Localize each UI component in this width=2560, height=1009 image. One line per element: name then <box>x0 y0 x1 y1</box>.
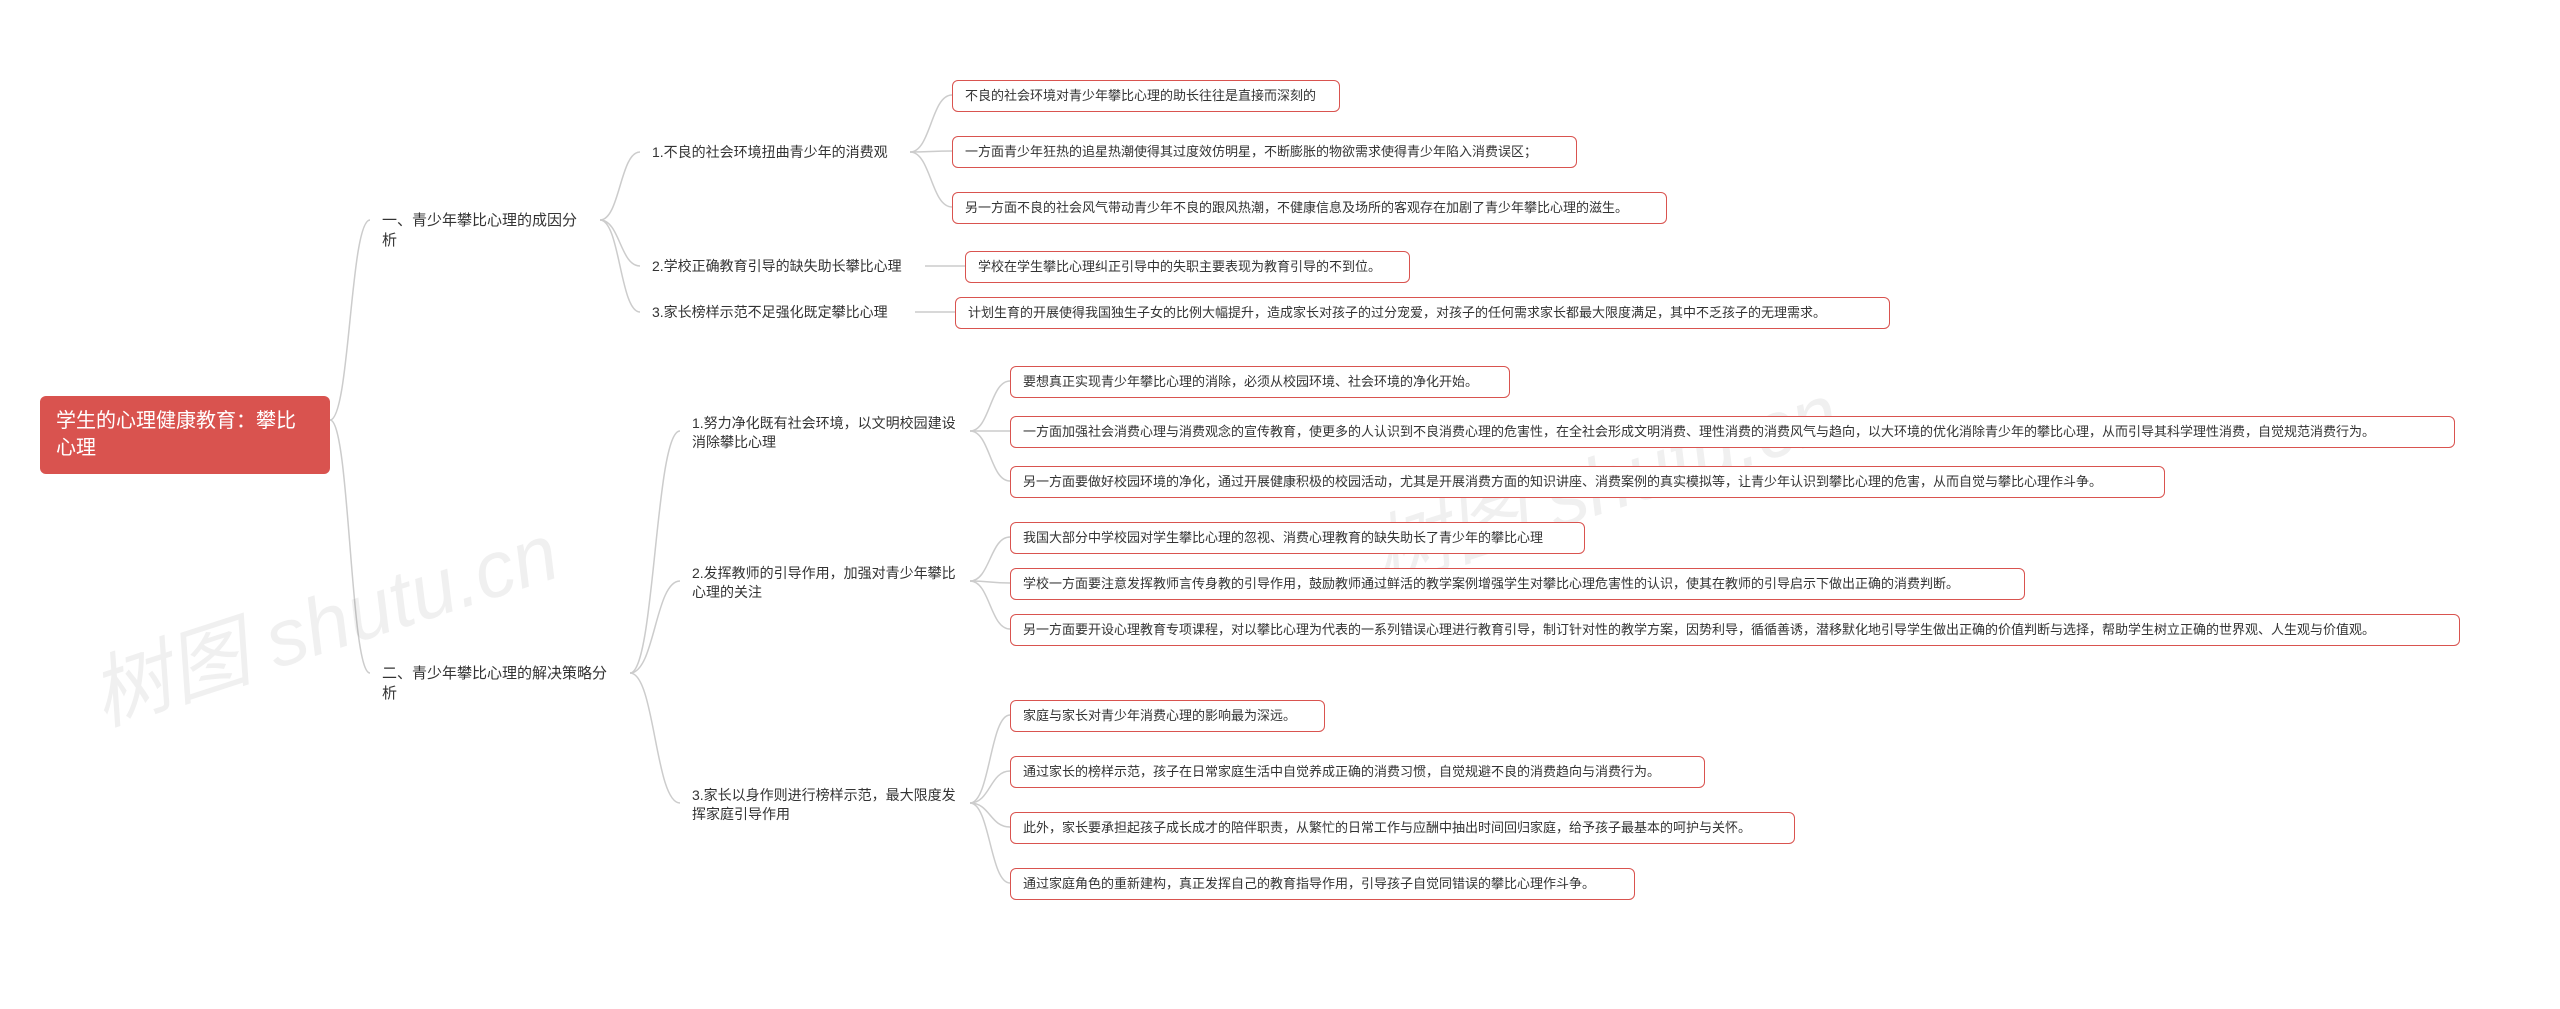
leaf-node[interactable]: 学校一方面要注意发挥教师言传身教的引导作用，鼓励教师通过鲜活的教学案例增强学生对… <box>1010 568 2025 600</box>
leaf-node[interactable]: 另一方面不良的社会风气带动青少年不良的跟风热潮，不健康信息及场所的客观存在加剧了… <box>952 192 1667 224</box>
branch-solutions[interactable]: 二、青少年攀比心理的解决策略分析 <box>370 658 630 711</box>
sub-branch[interactable]: 2.发挥教师的引导作用，加强对青少年攀比心理的关注 <box>680 558 970 608</box>
sub-branch[interactable]: 1.不良的社会环境扭曲青少年的消费观 <box>640 137 910 168</box>
leaf-node[interactable]: 我国大部分中学校园对学生攀比心理的忽视、消费心理教育的缺失助长了青少年的攀比心理 <box>1010 522 1585 554</box>
sub-branch[interactable]: 3.家长榜样示范不足强化既定攀比心理 <box>640 297 915 328</box>
sub-branch[interactable]: 1.努力净化既有社会环境，以文明校园建设消除攀比心理 <box>680 408 970 458</box>
mindmap-root[interactable]: 学生的心理健康教育：攀比心理 <box>40 396 330 474</box>
leaf-node[interactable]: 学校在学生攀比心理纠正引导中的失职主要表现为教育引导的不到位。 <box>965 251 1410 283</box>
leaf-node[interactable]: 通过家长的榜样示范，孩子在日常家庭生活中自觉养成正确的消费习惯，自觉规避不良的消… <box>1010 756 1705 788</box>
leaf-node[interactable]: 通过家庭角色的重新建构，真正发挥自己的教育指导作用，引导孩子自觉同错误的攀比心理… <box>1010 868 1635 900</box>
leaf-node[interactable]: 一方面加强社会消费心理与消费观念的宣传教育，使更多的人认识到不良消费心理的危害性… <box>1010 416 2455 448</box>
leaf-node[interactable]: 此外，家长要承担起孩子成长成才的陪伴职责，从繁忙的日常工作与应酬中抽出时间回归家… <box>1010 812 1795 844</box>
leaf-node[interactable]: 家庭与家长对青少年消费心理的影响最为深远。 <box>1010 700 1325 732</box>
leaf-node[interactable]: 要想真正实现青少年攀比心理的消除，必须从校园环境、社会环境的净化开始。 <box>1010 366 1510 398</box>
leaf-node[interactable]: 另一方面要开设心理教育专项课程，对以攀比心理为代表的一系列错误心理进行教育引导，… <box>1010 614 2460 646</box>
branch-causes[interactable]: 一、青少年攀比心理的成因分析 <box>370 205 600 258</box>
leaf-node[interactable]: 不良的社会环境对青少年攀比心理的助长往往是直接而深刻的 <box>952 80 1340 112</box>
leaf-node[interactable]: 计划生育的开展使得我国独生子女的比例大幅提升，造成家长对孩子的过分宠爱，对孩子的… <box>955 297 1890 329</box>
leaf-node[interactable]: 另一方面要做好校园环境的净化，通过开展健康积极的校园活动，尤其是开展消费方面的知… <box>1010 466 2165 498</box>
sub-branch[interactable]: 2.学校正确教育引导的缺失助长攀比心理 <box>640 251 925 282</box>
leaf-node[interactable]: 一方面青少年狂热的追星热潮使得其过度效仿明星，不断膨胀的物欲需求使得青少年陷入消… <box>952 136 1577 168</box>
sub-branch[interactable]: 3.家长以身作则进行榜样示范，最大限度发挥家庭引导作用 <box>680 780 970 830</box>
